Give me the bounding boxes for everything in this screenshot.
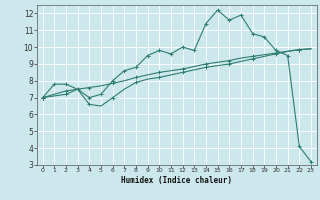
X-axis label: Humidex (Indice chaleur): Humidex (Indice chaleur) bbox=[121, 176, 232, 185]
